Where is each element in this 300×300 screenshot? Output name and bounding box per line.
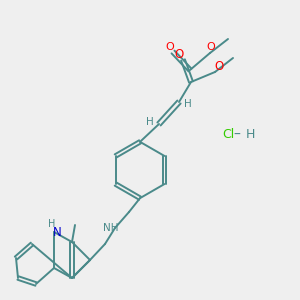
Text: O: O: [166, 42, 174, 52]
Text: O: O: [174, 49, 184, 62]
Text: H: H: [48, 219, 56, 229]
Text: H: H: [246, 128, 255, 142]
Text: –: –: [234, 128, 240, 142]
Text: NH: NH: [103, 223, 119, 233]
Text: H: H: [146, 117, 154, 127]
Text: H: H: [184, 99, 192, 109]
Text: O: O: [214, 61, 224, 74]
Text: O: O: [207, 42, 215, 52]
Text: Cl: Cl: [222, 128, 234, 142]
Text: N: N: [52, 226, 62, 238]
